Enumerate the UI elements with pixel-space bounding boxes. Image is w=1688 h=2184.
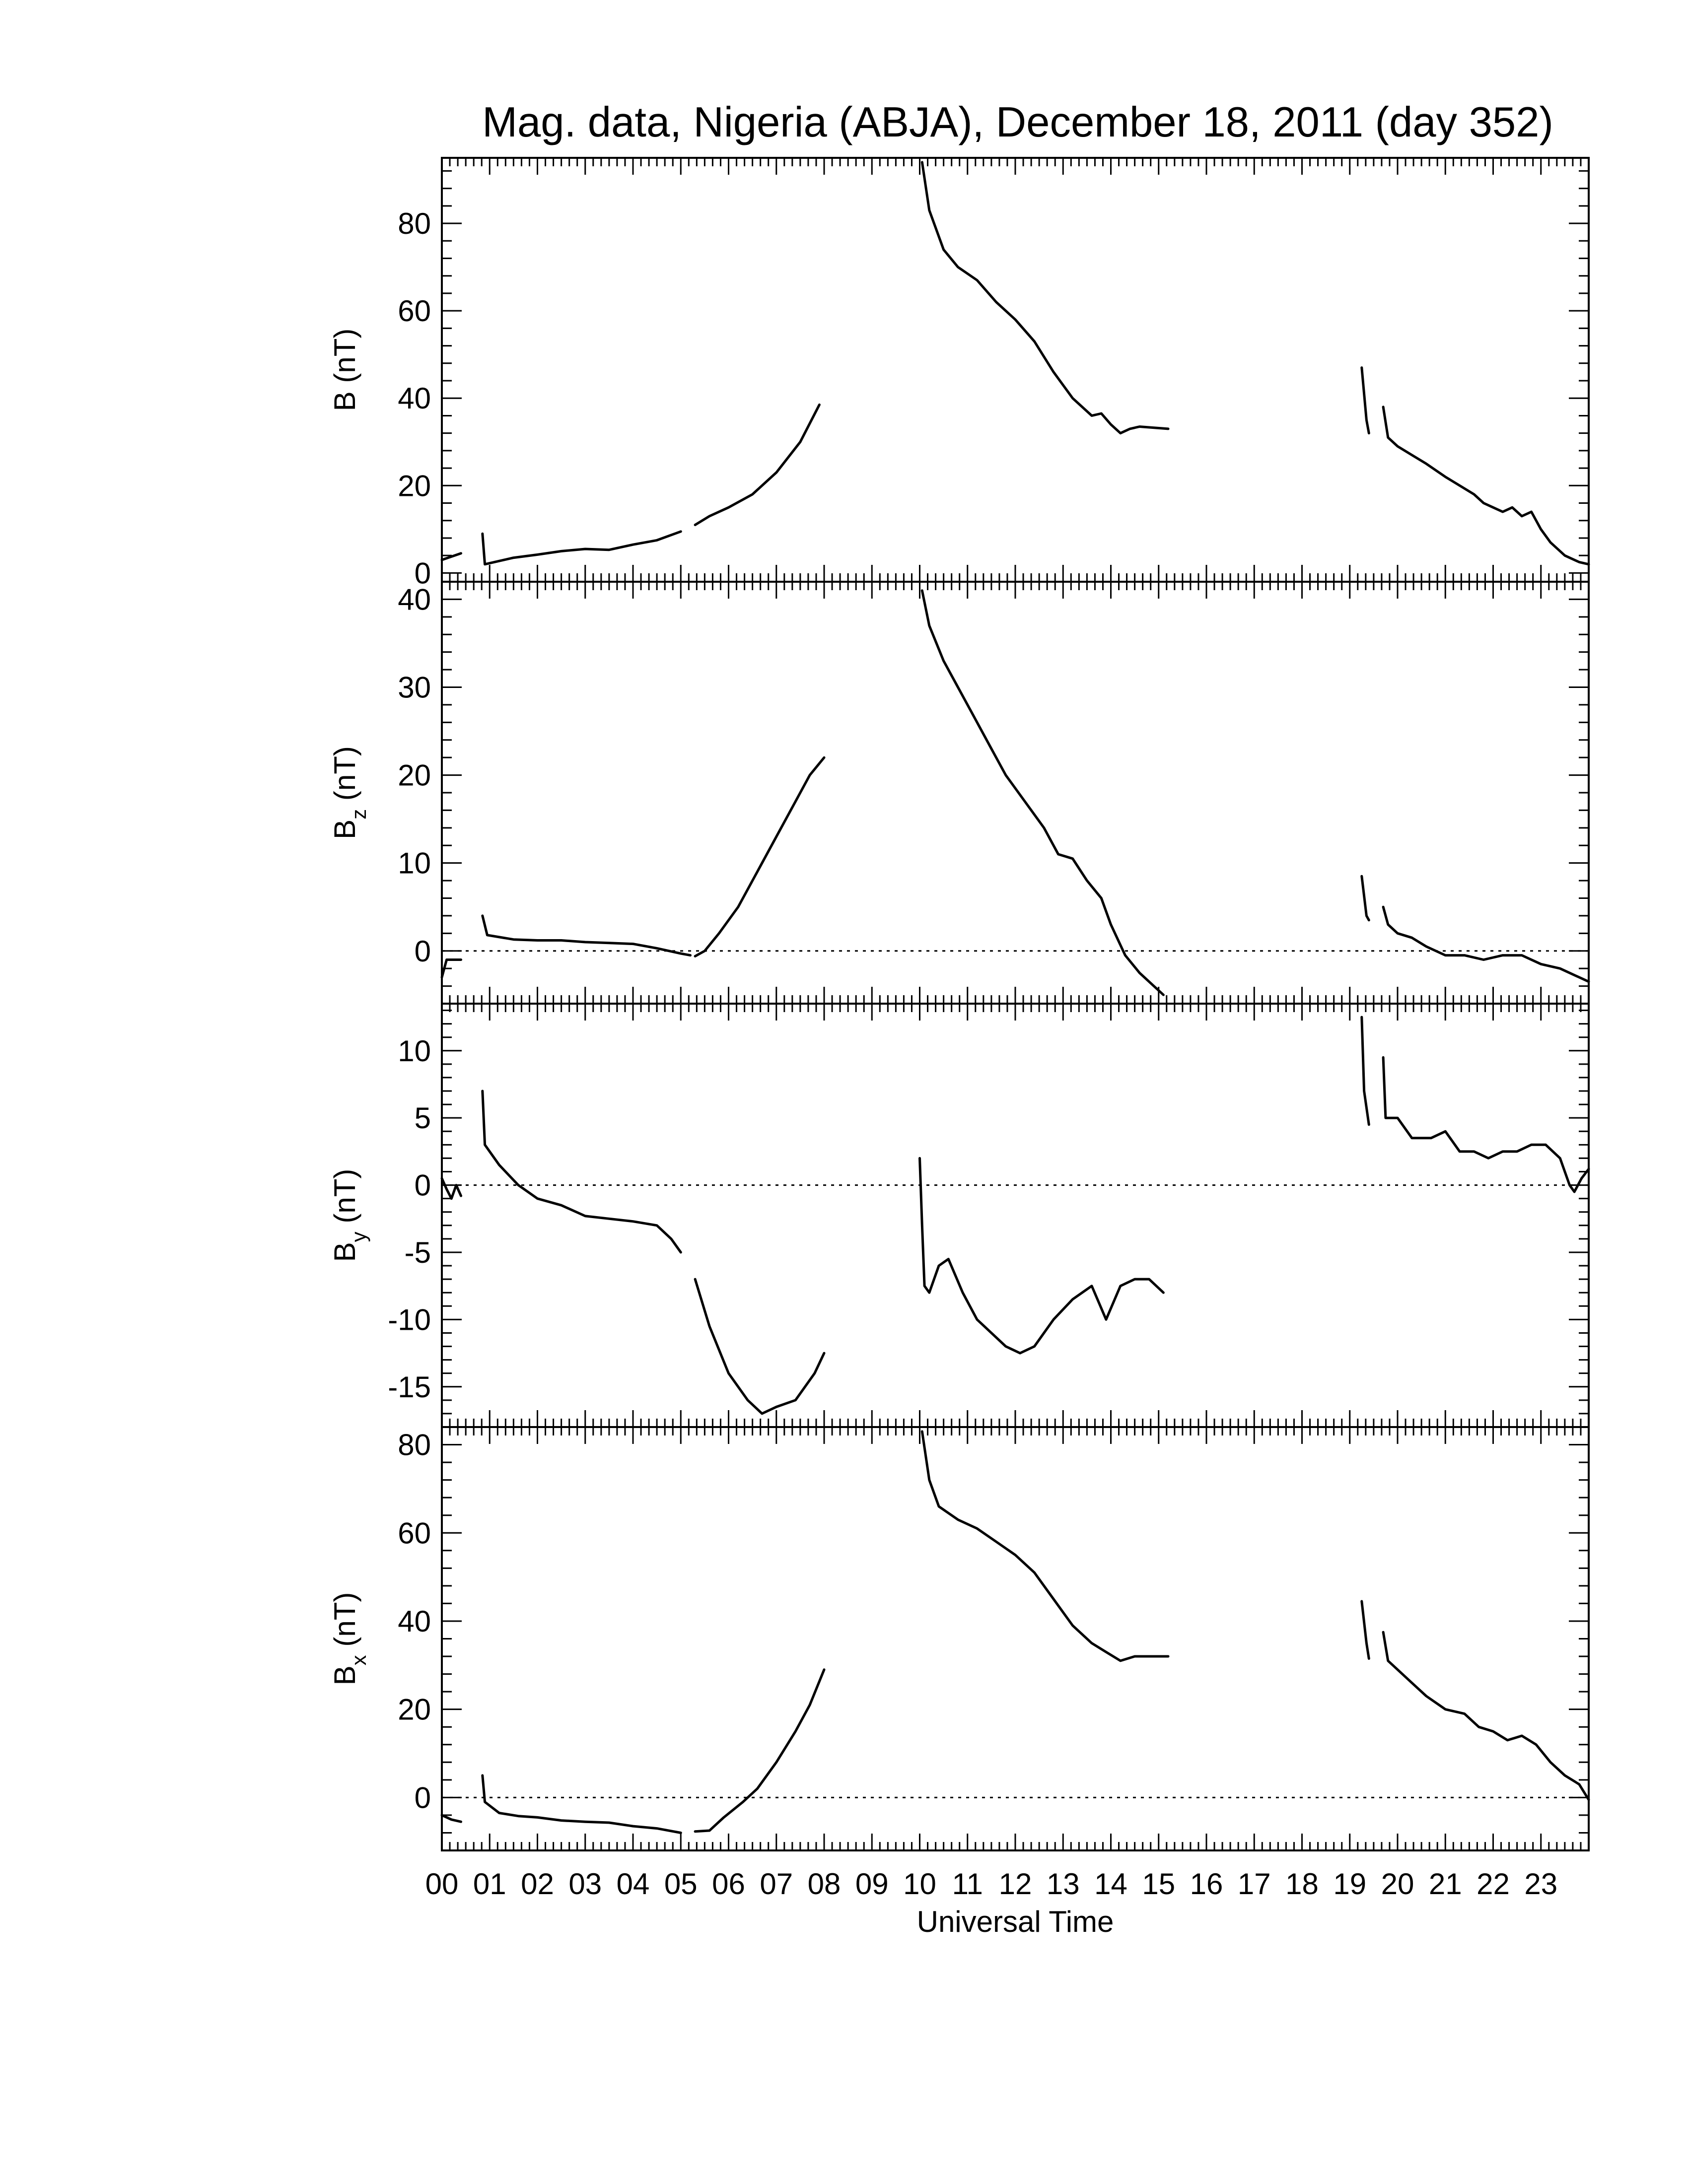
series-segment-By-5 bbox=[1382, 1056, 1590, 1193]
series-segment-Bz-1 bbox=[481, 914, 692, 957]
x-tick-label: 17 bbox=[1238, 1867, 1271, 1901]
y-axis-label-Bx: Bx (nT) bbox=[328, 1592, 370, 1686]
x-tick-label: 06 bbox=[712, 1867, 745, 1901]
x-tick-label: 15 bbox=[1142, 1867, 1175, 1901]
panel-Bz: 0 10 20 30 40 Bz (nT) bbox=[328, 581, 1590, 1005]
y-tick-label-Bx: 0 bbox=[415, 1781, 431, 1814]
series-segment-B-5 bbox=[1382, 406, 1590, 566]
x-tick-label: 22 bbox=[1477, 1867, 1510, 1901]
y-tick-label-By: 10 bbox=[398, 1034, 431, 1068]
series-segment-Bz-5 bbox=[1382, 905, 1590, 983]
x-tick-label: 19 bbox=[1333, 1867, 1366, 1901]
x-tick-label: 21 bbox=[1429, 1867, 1462, 1901]
y-tick-label-Bz: 0 bbox=[415, 935, 431, 968]
series-segment-By-0 bbox=[440, 1177, 462, 1200]
series-segment-By-1 bbox=[481, 1090, 682, 1254]
x-tick-label: 08 bbox=[808, 1867, 841, 1901]
series-segment-Bx-5 bbox=[1382, 1631, 1590, 1801]
y-tick-label-B: 60 bbox=[398, 294, 431, 328]
y-tick-label-Bx: 40 bbox=[398, 1605, 431, 1638]
x-tick-label: 23 bbox=[1524, 1867, 1557, 1901]
series-segment-Bz-2 bbox=[694, 756, 826, 957]
y-tick-label-Bz: 10 bbox=[398, 847, 431, 880]
x-tick-label: 11 bbox=[952, 1867, 983, 1901]
y-tick-label-B: 40 bbox=[398, 382, 431, 415]
x-tick-label: 02 bbox=[521, 1867, 554, 1901]
series-segment-Bz-0 bbox=[440, 958, 462, 979]
series-segment-Bx-1 bbox=[481, 1774, 682, 1834]
x-tick-label: 10 bbox=[903, 1867, 936, 1901]
series-segment-B-3 bbox=[920, 161, 1170, 435]
x-tick-label: 04 bbox=[617, 1867, 650, 1901]
series-segment-B-1 bbox=[481, 530, 682, 566]
panel-By: -15 -10 -5 0 5 10 By (nT) bbox=[328, 1003, 1590, 1428]
series-segment-Bx-4 bbox=[1360, 1600, 1370, 1660]
series-segment-By-4 bbox=[1360, 1016, 1370, 1126]
y-tick-label-Bz: 20 bbox=[398, 759, 431, 792]
series-segment-Bz-4 bbox=[1360, 875, 1370, 922]
panel-frame-By bbox=[441, 1003, 1590, 1428]
series-segment-Bz-3 bbox=[920, 589, 1165, 996]
y-tick-label-Bx: 20 bbox=[398, 1693, 431, 1726]
series-segment-B-4 bbox=[1360, 366, 1370, 435]
x-tick-label: 09 bbox=[855, 1867, 889, 1901]
series-segment-By-2 bbox=[694, 1278, 826, 1415]
y-axis-label-By: By (nT) bbox=[328, 1169, 370, 1262]
panel-frame-Bx bbox=[441, 1426, 1590, 1851]
y-tick-label-By: 5 bbox=[415, 1101, 431, 1135]
panel-B: 0 20 40 60 80 B (nT) bbox=[328, 157, 1590, 590]
x-axis-label: Universal Time bbox=[917, 1905, 1114, 1938]
series-segment-B-2 bbox=[694, 403, 821, 526]
x-tick-label: 18 bbox=[1285, 1867, 1319, 1901]
series-segment-By-3 bbox=[918, 1157, 1165, 1355]
y-tick-label-B: 20 bbox=[398, 469, 431, 502]
chart-title: Mag. data, Nigeria (ABJA), December 18, … bbox=[482, 99, 1553, 146]
x-tick-label: 07 bbox=[760, 1867, 793, 1901]
x-tick-label: 03 bbox=[568, 1867, 602, 1901]
x-tick-label: 20 bbox=[1381, 1867, 1414, 1901]
y-tick-label-B: 80 bbox=[398, 207, 431, 240]
y-tick-label-Bx: 80 bbox=[398, 1429, 431, 1462]
x-tick-label: 12 bbox=[999, 1867, 1032, 1901]
y-tick-label-By: -5 bbox=[405, 1236, 431, 1269]
y-tick-label-By: 0 bbox=[415, 1169, 431, 1202]
y-tick-label-B: 0 bbox=[415, 556, 431, 590]
x-tick-label: 13 bbox=[1047, 1867, 1080, 1901]
y-axis-label-Bz: Bz (nT) bbox=[328, 746, 370, 839]
panel-Bx: 0 20 40 60 80 Bx (nT) bbox=[328, 1426, 1590, 1851]
series-segment-Bx-3 bbox=[920, 1430, 1170, 1662]
y-tick-label-Bz: 30 bbox=[398, 671, 431, 704]
y-tick-label-Bz: 40 bbox=[398, 583, 431, 616]
panel-frame-B bbox=[441, 157, 1590, 583]
x-tick-label: 00 bbox=[425, 1867, 459, 1901]
series-segment-Bx-0 bbox=[440, 1814, 462, 1823]
series-segment-Bx-2 bbox=[694, 1668, 826, 1833]
y-tick-label-By: -10 bbox=[388, 1303, 431, 1336]
x-tick-label: 01 bbox=[473, 1867, 506, 1901]
y-tick-label-Bx: 60 bbox=[398, 1516, 431, 1550]
y-axis-label-B: B (nT) bbox=[328, 329, 361, 411]
x-tick-label: 14 bbox=[1094, 1867, 1127, 1901]
series-segment-B-0 bbox=[440, 552, 462, 561]
y-tick-label-By: -15 bbox=[388, 1370, 431, 1404]
x-tick-label: 05 bbox=[664, 1867, 698, 1901]
x-tick-label: 16 bbox=[1190, 1867, 1223, 1901]
